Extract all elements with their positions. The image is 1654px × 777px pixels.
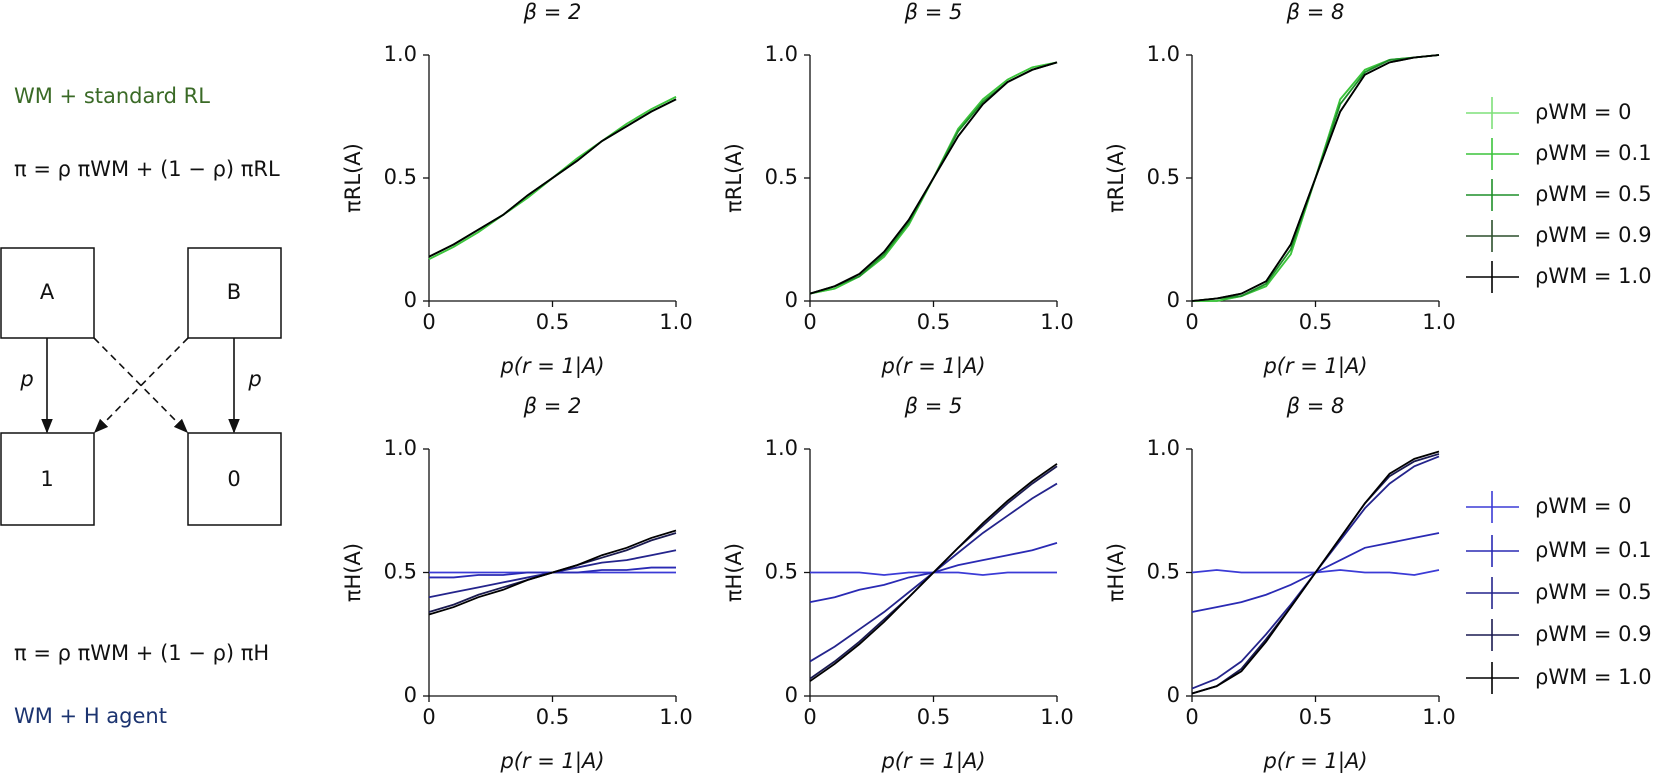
y-tick-label: 0.5 (765, 165, 798, 189)
x-tick-label: 0.5 (917, 705, 950, 729)
legend-label: ρWM = 1.0 (1535, 264, 1652, 288)
diagram-label: WM + H agent (14, 704, 167, 728)
diagram: WM + standard RL π = ρ πWM + (1 − ρ) πRL… (0, 84, 282, 728)
y-tick-label: 0.5 (384, 165, 417, 189)
x-tick-label: 0 (422, 310, 435, 334)
legend-label: ρWM = 0.5 (1535, 580, 1652, 604)
chart-title: β = 8 (1286, 0, 1345, 24)
x-tick-label: 1.0 (1040, 310, 1073, 334)
y-tick-label: 0 (404, 683, 417, 707)
x-tick-label: 0 (422, 705, 435, 729)
x-axis-label: p(r = 1|A) (1262, 354, 1367, 379)
node-label: A (40, 280, 55, 304)
node-box (187, 432, 282, 526)
x-tick-label: 0 (803, 705, 816, 729)
chart: β = 8 0 0.5 1.0 0 0.5 1.0 p(r = 1|A) πRL(A) ρWM =… (1104, 0, 1652, 379)
y-tick-label: 1.0 (765, 42, 798, 66)
x-tick-label: 0 (1185, 705, 1198, 729)
y-tick-label: 1.0 (384, 436, 417, 460)
chart-title: β = 5 (904, 394, 963, 418)
x-axis-label: p(r = 1|A) (1262, 749, 1367, 774)
y-tick-label: 0.5 (1147, 165, 1180, 189)
chart-title: β = 2 (523, 0, 582, 24)
x-tick-label: 1.0 (1040, 705, 1073, 729)
node-box (0, 247, 95, 339)
chart: β = 5 0 0.5 1.0 0 0.5 1.0 p(r = 1|A) πH(A) (722, 394, 1074, 774)
legend-label: ρWM = 1.0 (1535, 665, 1652, 689)
diagram-label: WM + standard RL (14, 84, 210, 108)
x-tick-label: 0.5 (917, 310, 950, 334)
x-tick-label: 0.5 (536, 705, 569, 729)
legend-label: ρWM = 0 (1535, 494, 1632, 518)
series-line (1191, 54, 1440, 302)
chart-title: β = 2 (523, 394, 582, 418)
formula: π = ρ πWM + (1 − ρ) πRL (14, 157, 280, 181)
y-tick-label: 1.0 (384, 42, 417, 66)
series-line (809, 463, 1058, 682)
x-tick-label: 1.0 (659, 310, 692, 334)
legend-label: ρWM = 0.9 (1535, 223, 1652, 247)
y-axis-label: πH(A) (1104, 543, 1128, 602)
y-tick-label: 0.5 (1147, 560, 1180, 584)
y-tick-label: 0 (785, 288, 798, 312)
legend-label: ρWM = 0.1 (1535, 141, 1652, 165)
x-axis-label: p(r = 1|A) (499, 354, 604, 379)
y-tick-label: 0 (1167, 683, 1180, 707)
legend-label: ρWM = 0.5 (1535, 182, 1652, 206)
series-line (428, 98, 677, 258)
chart: β = 8 0 0.5 1.0 0 0.5 1.0 p(r = 1|A) πH(A) ρWM = … (1104, 394, 1652, 774)
y-tick-label: 1.0 (765, 436, 798, 460)
y-tick-label: 0.5 (384, 560, 417, 584)
y-tick-label: 0 (785, 683, 798, 707)
x-axis-label: p(r = 1|A) (880, 749, 985, 774)
chart-title: β = 5 (904, 0, 963, 24)
chart-title: β = 8 (1286, 394, 1345, 418)
x-axis-label: p(r = 1|A) (499, 749, 604, 774)
y-tick-label: 0 (404, 288, 417, 312)
edge-label: p (19, 367, 33, 391)
series-line (428, 529, 677, 616)
x-tick-label: 0.5 (1299, 705, 1332, 729)
node-label: 1 (40, 467, 53, 491)
y-tick-label: 1.0 (1147, 42, 1180, 66)
x-axis-label: p(r = 1|A) (880, 354, 985, 379)
edge-label: p (247, 367, 261, 391)
x-tick-label: 1.0 (1422, 705, 1455, 729)
x-tick-label: 0.5 (536, 310, 569, 334)
arrow (93, 337, 189, 434)
y-tick-label: 1.0 (1147, 436, 1180, 460)
chart: β = 2 0 0.5 1.0 0 0.5 1.0 p(r = 1|A) πRL(A) (341, 0, 693, 379)
node-label: B (227, 280, 241, 304)
y-axis-label: πRL(A) (341, 143, 365, 213)
legend-label: ρWM = 0.9 (1535, 622, 1652, 646)
formula: π = ρ πWM + (1 − ρ) πH (14, 641, 269, 665)
y-axis-label: πRL(A) (1104, 143, 1128, 213)
series-line (1191, 450, 1440, 695)
chart: β = 5 0 0.5 1.0 0 0.5 1.0 p(r = 1|A) πRL(A) (722, 0, 1074, 379)
series-line (809, 61, 1058, 295)
x-tick-label: 1.0 (1422, 310, 1455, 334)
legend-label: ρWM = 0.1 (1535, 538, 1652, 562)
y-axis-label: πH(A) (722, 543, 746, 602)
x-tick-label: 0.5 (1299, 310, 1332, 334)
y-axis-label: πH(A) (341, 543, 365, 602)
series-line (428, 549, 677, 599)
legend-label: ρWM = 0 (1535, 100, 1632, 124)
y-tick-label: 0 (1167, 288, 1180, 312)
x-tick-label: 0 (1185, 310, 1198, 334)
x-tick-label: 1.0 (659, 705, 692, 729)
y-axis-label: πRL(A) (722, 143, 746, 213)
node-label: 0 (227, 467, 240, 491)
y-tick-label: 0.5 (765, 560, 798, 584)
x-tick-label: 0 (803, 310, 816, 334)
node-box (187, 247, 282, 339)
chart: β = 2 0 0.5 1.0 0 0.5 1.0 p(r = 1|A) πH(A) (341, 394, 693, 774)
